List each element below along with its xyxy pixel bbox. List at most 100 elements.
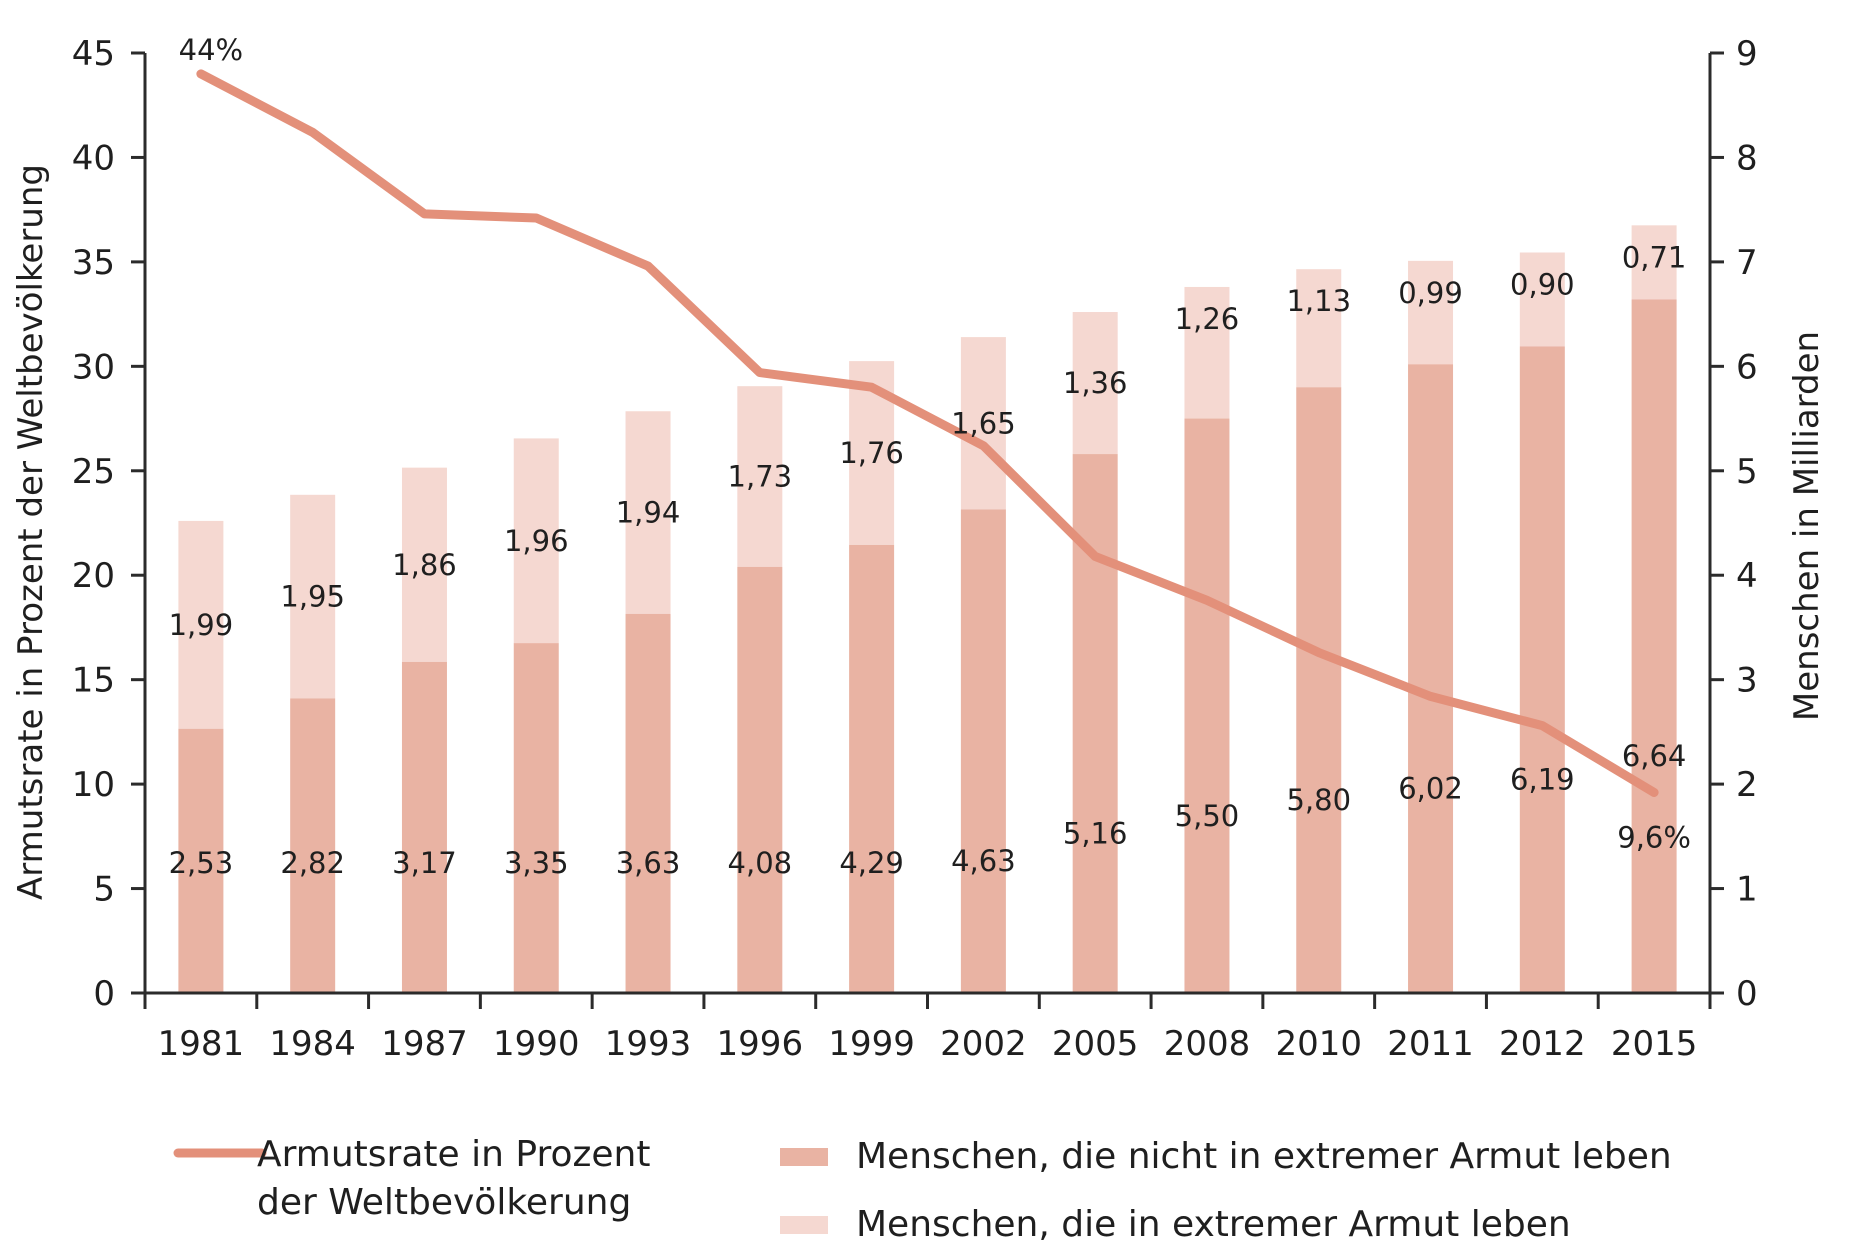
y-right-tick-label-5: 5 (1736, 452, 1758, 492)
y-right-tick-label-1: 1 (1736, 870, 1758, 910)
y-left-tick-label-10: 10 (72, 765, 115, 805)
y-axis-right-label: Menschen in Milliarden (1787, 331, 1827, 721)
bar-poor-1996 (737, 386, 783, 567)
x-tick-label-2010: 2010 (1275, 1024, 1362, 1064)
bar-poor-2012 (1519, 252, 1565, 347)
bar-poor-1981 (178, 520, 224, 729)
label-nonpoor-1981: 2,53 (169, 846, 234, 880)
label-nonpoor-2002: 4,63 (951, 844, 1016, 878)
label-poor-1981: 1,99 (169, 608, 234, 642)
x-tick-label-1999: 1999 (828, 1024, 915, 1064)
labels-layer: 1,99 2,53 1,95 2,82 1,86 3,17 1,96 3,35 1,94 3,63… (169, 33, 1691, 880)
label-nonpoor-2011: 6,02 (1398, 772, 1463, 806)
x-tick-label-2005: 2005 (1052, 1024, 1139, 1064)
label-poor-1996: 1,73 (728, 460, 793, 494)
label-poor-2008: 1,26 (1175, 302, 1240, 336)
line-annotation-last: 9,6% (1617, 820, 1691, 854)
label-poor-1984: 1,95 (280, 580, 345, 614)
label-nonpoor-1984: 2,82 (280, 846, 345, 880)
y-left-tick-label-25: 25 (72, 452, 115, 492)
bar-nonpoor-1999 (849, 544, 895, 993)
label-nonpoor-2010: 5,80 (1286, 783, 1351, 817)
y-right-tick-label-9: 9 (1736, 34, 1758, 74)
y-left-tick-label-0: 0 (93, 974, 115, 1014)
bar-nonpoor-2011 (1408, 364, 1454, 993)
x-tick-label-1981: 1981 (158, 1024, 245, 1064)
y-right-tick-label-0: 0 (1736, 974, 1758, 1014)
bar-poor-2002 (960, 337, 1006, 510)
bar-poor-1990 (513, 438, 559, 644)
bar-nonpoor-2010 (1296, 387, 1342, 993)
bar-poor-2005 (1072, 312, 1118, 455)
label-poor-1987: 1,86 (392, 548, 457, 582)
bar-poor-2011 (1408, 260, 1454, 365)
bar-nonpoor-1993 (625, 613, 671, 993)
y-right-tick-label-3: 3 (1736, 661, 1758, 701)
y-left-tick-label-45: 45 (72, 34, 115, 74)
legend: Armutsrate in Prozent der Weltbevölkerun… (173, 1134, 1672, 1244)
y-right-tick-label-8: 8 (1736, 138, 1758, 178)
y-left-tick-label-30: 30 (72, 347, 115, 387)
label-nonpoor-1993: 3,63 (616, 846, 681, 880)
legend-bar-light-swatch (780, 1216, 828, 1234)
bar-poor-2015 (1631, 225, 1677, 300)
label-poor-2010: 1,13 (1286, 284, 1351, 318)
bar-poor-2008 (1184, 286, 1230, 419)
label-nonpoor-1987: 3,17 (392, 846, 457, 880)
bar-nonpoor-2015 (1631, 299, 1677, 993)
bar-nonpoor-2008 (1184, 418, 1230, 993)
y-right-tick-label-6: 6 (1736, 347, 1758, 387)
legend-line-label-1: Armutsrate in Prozent (257, 1134, 650, 1175)
x-tick-label-1990: 1990 (493, 1024, 580, 1064)
label-poor-1999: 1,76 (839, 436, 904, 470)
bar-nonpoor-2002 (960, 509, 1006, 993)
bar-nonpoor-1996 (737, 566, 783, 993)
label-nonpoor-1990: 3,35 (504, 846, 569, 880)
label-poor-2005: 1,36 (1063, 366, 1128, 400)
bar-nonpoor-1984 (290, 698, 336, 993)
label-nonpoor-1996: 4,08 (728, 846, 793, 880)
label-nonpoor-1999: 4,29 (839, 846, 904, 880)
label-nonpoor-2012: 6,19 (1510, 763, 1575, 797)
label-poor-1990: 1,96 (504, 524, 569, 558)
label-nonpoor-2015: 6,64 (1622, 739, 1687, 773)
poverty-rate-line (196, 69, 1659, 797)
y-right-tick-label-7: 7 (1736, 243, 1758, 283)
label-poor-2002: 1,65 (951, 406, 1016, 440)
label-poor-2015: 0,71 (1622, 240, 1687, 274)
line-annotation-first: 44% (179, 33, 243, 67)
y-left-tick-label-35: 35 (72, 243, 115, 283)
y-left-tick-label-15: 15 (72, 661, 115, 701)
y-right-tick-label-4: 4 (1736, 556, 1758, 596)
bar-nonpoor-1987 (401, 661, 447, 993)
x-tick-label-1996: 1996 (717, 1024, 804, 1064)
bar-poor-1987 (401, 467, 447, 662)
x-tick-label-2012: 2012 (1499, 1024, 1586, 1064)
label-poor-2012: 0,90 (1510, 267, 1575, 301)
bar-nonpoor-1990 (513, 643, 559, 993)
bar-nonpoor-2012 (1519, 346, 1565, 993)
bar-poor-1993 (625, 411, 671, 614)
bars-layer (178, 225, 1677, 994)
label-nonpoor-2008: 5,50 (1175, 799, 1240, 833)
legend-bar-light-label: Menschen, die in extremer Armut leben (856, 1204, 1571, 1244)
y-left-tick-label-20: 20 (72, 556, 115, 596)
legend-line-label-2: der Weltbevölkerung (257, 1182, 631, 1223)
x-tick-label-2008: 2008 (1164, 1024, 1251, 1064)
x-tick-label-1984: 1984 (269, 1024, 356, 1064)
y-left-tick-label-40: 40 (72, 138, 115, 178)
label-poor-2011: 0,99 (1398, 276, 1463, 310)
bar-nonpoor-1981 (178, 728, 224, 993)
y-axis-left-label: Armutsrate in Prozent der Weltbevölkerun… (11, 164, 51, 900)
y-left-tick-label-5: 5 (93, 870, 115, 910)
x-tick-label-2015: 2015 (1611, 1024, 1698, 1064)
y-right-tick-label-2: 2 (1736, 765, 1758, 805)
x-tick-label-2002: 2002 (940, 1024, 1027, 1064)
bar-poor-2010 (1296, 269, 1342, 388)
line-layer (196, 69, 1659, 797)
label-poor-1993: 1,94 (616, 496, 681, 530)
x-tick-label-1987: 1987 (381, 1024, 468, 1064)
x-tick-label-1993: 1993 (605, 1024, 692, 1064)
